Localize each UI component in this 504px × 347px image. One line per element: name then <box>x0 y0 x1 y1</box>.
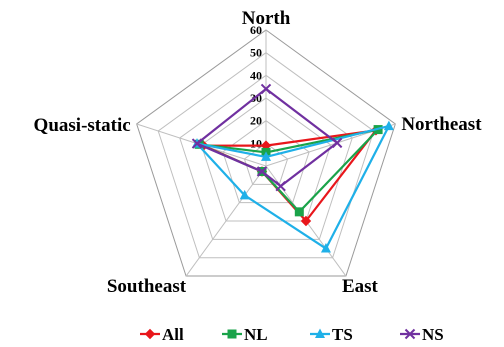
series-layer <box>191 83 394 253</box>
data-point-ns-2 <box>275 180 286 192</box>
series-ns <box>191 83 343 192</box>
legend-item-ts: TS <box>310 325 353 344</box>
data-point-ts-3 <box>239 189 250 200</box>
legend-label: All <box>162 325 184 344</box>
tick-label: 40 <box>250 68 262 82</box>
grid-ring-2 <box>222 120 310 204</box>
legend-label: NL <box>244 325 268 344</box>
data-point-ns-3 <box>256 166 268 177</box>
legend-label: TS <box>332 325 353 344</box>
series-line-ts <box>195 124 390 250</box>
legend-item-all: All <box>140 325 184 344</box>
grid-ring-5 <box>157 52 375 259</box>
tick-label: 10 <box>250 136 262 150</box>
legend-marker <box>404 328 416 340</box>
legend-marker <box>144 328 156 340</box>
tick-label: 20 <box>250 114 262 128</box>
legend: All NL TS NS <box>140 325 444 344</box>
legend-item-nl: NL <box>222 325 268 344</box>
tick-label: 50 <box>250 46 262 60</box>
data-point-ts-2 <box>320 243 331 253</box>
legend-label: NS <box>422 325 444 344</box>
data-point-ts-1 <box>383 120 394 131</box>
data-point-all-2 <box>300 215 312 227</box>
axis-label-north: North <box>242 8 291 29</box>
axis-labels: North Northeast East Southeast Quasi-static <box>34 8 483 297</box>
data-point-nl-2 <box>294 207 304 217</box>
grid-ring-4 <box>179 74 353 240</box>
axis-label-quasi-static: Quasi-static <box>34 115 131 136</box>
legend-marker <box>315 328 325 338</box>
data-point-ns-4 <box>191 138 203 149</box>
grid-ring-6 <box>136 29 396 277</box>
axis-label-southeast: Southeast <box>107 276 187 297</box>
axis-label-east: East <box>342 276 379 297</box>
tick-label: 60 <box>250 23 262 37</box>
axis-label-northeast: Northeast <box>401 114 482 135</box>
spoke-3 <box>185 165 267 277</box>
grid-ring-1 <box>243 142 289 185</box>
series-line-ns <box>195 87 339 188</box>
legend-item-ns: NS <box>400 325 444 344</box>
legend-marker <box>227 329 237 339</box>
data-point-ns-1 <box>331 137 343 149</box>
data-point-ns-0 <box>260 83 272 95</box>
data-point-ts-0 <box>261 151 271 161</box>
